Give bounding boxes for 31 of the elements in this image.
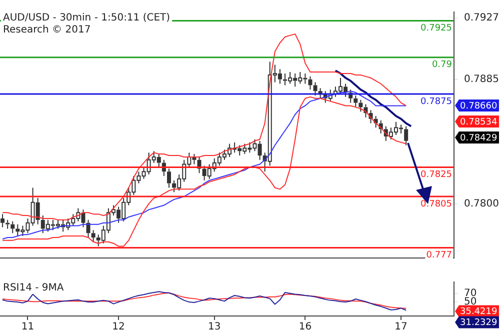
y-tick-label: 0.7800 — [464, 198, 499, 210]
candlestick — [91, 230, 96, 242]
y-tick-label: 50 — [464, 296, 477, 308]
ref-line-label: 0.7825 — [420, 170, 452, 180]
y-tick-label: 0.7927 — [464, 12, 499, 24]
y-tick-label: 0.7885 — [464, 74, 499, 85]
candlestick — [354, 94, 358, 108]
x-tick-label: 17 — [394, 322, 408, 333]
text: 0.78660 — [460, 101, 498, 112]
chart-title: RSI14 - 9MA — [3, 282, 64, 294]
candlestick — [166, 168, 171, 188]
candlestick — [404, 126, 408, 146]
text: 0.78534 — [460, 117, 498, 128]
chart-title: AUD/USD - 30min - 1:50:11 (CET) — [3, 12, 170, 24]
candlestick — [308, 76, 312, 90]
x-tick-label: 16 — [298, 322, 312, 333]
text: Research © 2017 — [3, 24, 91, 36]
text: 31.2329 — [460, 318, 498, 328]
x-tick-label: 12 — [112, 322, 125, 333]
ref-line-label: 0.7805 — [420, 199, 452, 210]
candlestick — [0, 214, 5, 228]
text: 0.78429 — [460, 133, 498, 144]
x-tick-label: 13 — [208, 322, 221, 333]
ref-line-label: 0.777 — [426, 250, 452, 261]
ref-line-label: 0.79 — [432, 60, 452, 70]
ref-line-label: 0.7875 — [420, 96, 452, 107]
ref-line-label: 0.7925 — [420, 24, 452, 34]
text: 35.4219 — [460, 307, 498, 318]
candlestick — [10, 220, 15, 234]
candlestick — [6, 219, 10, 230]
x-tick-label: 11 — [21, 322, 34, 333]
